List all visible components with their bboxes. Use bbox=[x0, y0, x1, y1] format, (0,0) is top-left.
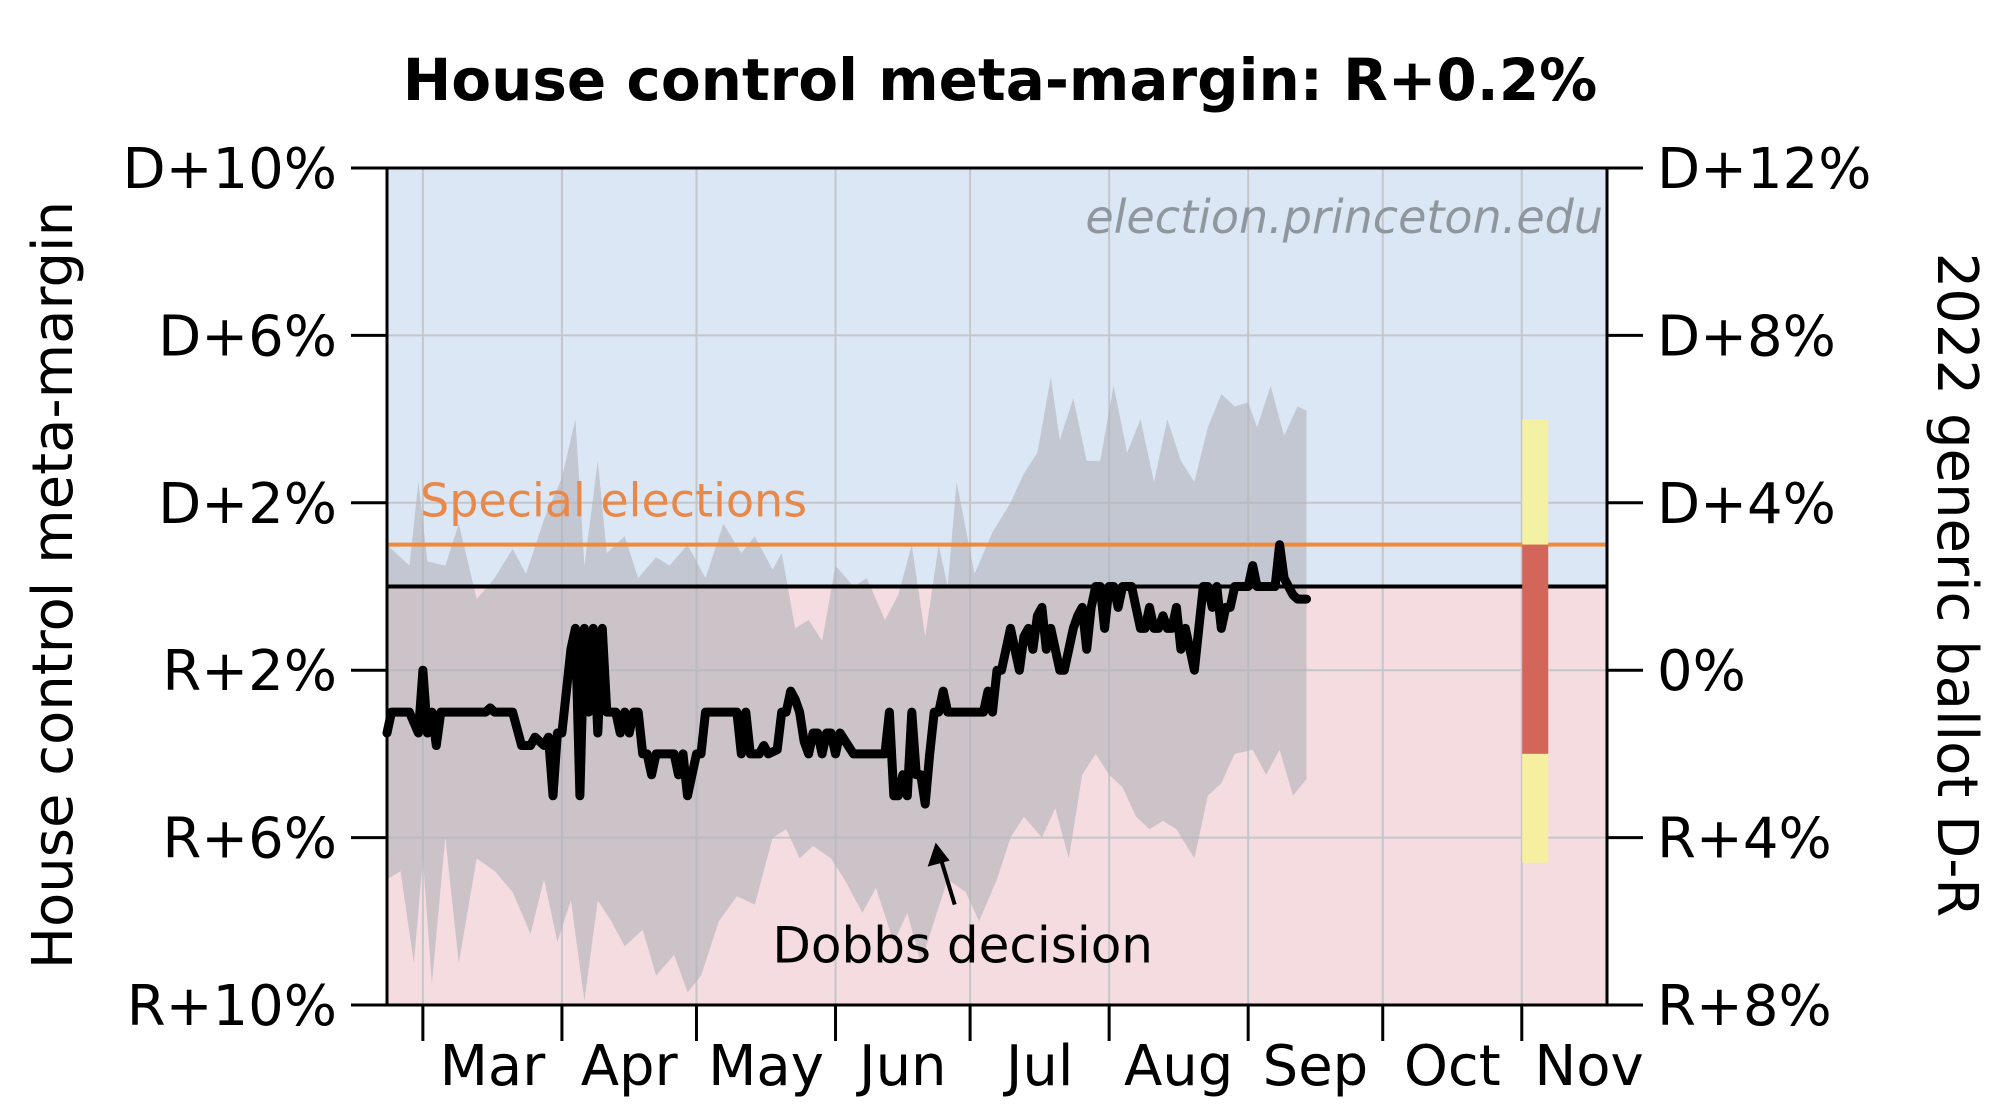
x-axis-tick-label: Apr bbox=[581, 1034, 679, 1099]
generic-ballot-forecast-bar bbox=[1522, 419, 1549, 863]
plot-area: Special elections election.princeton.edu… bbox=[382, 166, 1609, 1007]
left-axis-tick-label: R+6% bbox=[162, 807, 337, 872]
right-axis-tick-label: D+8% bbox=[1657, 304, 1836, 369]
forecast-bar-segment bbox=[1522, 753, 1549, 863]
democratic-region bbox=[387, 168, 1607, 587]
annotation-label: Dobbs decision bbox=[772, 917, 1153, 975]
x-axis: Mar Apr May Jun Jul Aug Sep Oct Nov bbox=[421, 1005, 1644, 1099]
x-axis-tick-label: Jul bbox=[1003, 1034, 1074, 1099]
x-axis-tick-label: Oct bbox=[1404, 1034, 1501, 1099]
x-axis-tick-label: Aug bbox=[1124, 1034, 1233, 1099]
annotation-arrow-head bbox=[927, 842, 950, 867]
x-axis-tick-label: Nov bbox=[1534, 1034, 1643, 1099]
x-axis-tick-label: Mar bbox=[440, 1034, 547, 1099]
x-axis-tick-label: Sep bbox=[1263, 1034, 1369, 1099]
dobbs-annotation: Dobbs decision bbox=[772, 842, 1153, 975]
forecast-bar-segment bbox=[1522, 419, 1549, 545]
left-axis-tick-label: D+2% bbox=[158, 472, 337, 537]
left-axis-tick-label: R+10% bbox=[127, 974, 337, 1039]
left-axis-tick-label: D+6% bbox=[158, 304, 337, 369]
left-axis-tick-label: D+10% bbox=[122, 137, 337, 202]
right-y-axis: D+12% D+8% D+4% 0% R+4% R+8% bbox=[1607, 137, 1872, 1039]
x-axis-tick-label: Jun bbox=[856, 1034, 947, 1099]
forecast-bar-segment bbox=[1522, 544, 1549, 754]
meta-margin-range-area bbox=[387, 377, 1307, 1001]
left-axis-label: House control meta-margin bbox=[21, 201, 86, 969]
meta-margin-line bbox=[382, 540, 1311, 809]
special-elections-label: Special elections bbox=[420, 474, 807, 528]
right-axis-label: 2022 generic ballot D-R bbox=[1924, 253, 1989, 918]
watermark: election.princeton.edu bbox=[1085, 190, 1603, 244]
right-axis-tick-label: 0% bbox=[1657, 639, 1746, 704]
right-axis-tick-label: D+4% bbox=[1657, 472, 1836, 537]
right-axis-tick-label: R+4% bbox=[1657, 807, 1832, 872]
right-axis-tick-label: R+8% bbox=[1657, 974, 1832, 1039]
left-y-axis: D+10% D+6% D+2% R+2% R+6% R+10% bbox=[122, 137, 387, 1039]
left-axis-tick-label: R+2% bbox=[162, 639, 337, 704]
x-axis-tick-label: May bbox=[708, 1034, 824, 1099]
right-axis-tick-label: D+12% bbox=[1657, 137, 1872, 202]
annotation-arrow-line bbox=[938, 858, 957, 906]
chart-title: House control meta-margin: R+0.2% bbox=[403, 46, 1598, 114]
plot-frame bbox=[385, 166, 1609, 1007]
